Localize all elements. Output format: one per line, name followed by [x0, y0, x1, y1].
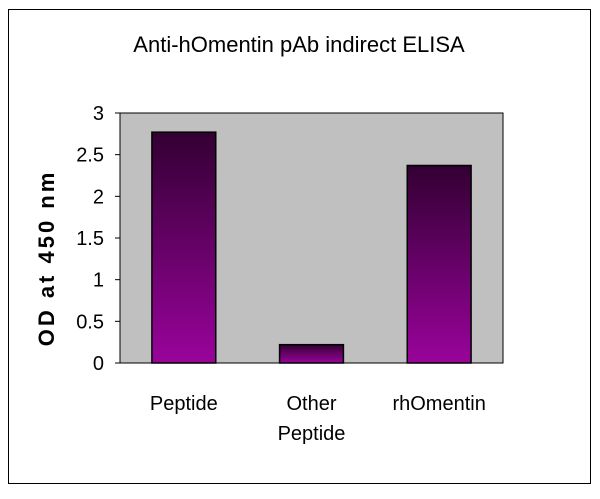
bar [151, 131, 217, 364]
y-tick-label: 2 [93, 186, 104, 208]
y-tick-label: 0.5 [76, 311, 104, 333]
y-tick-label: 2.5 [76, 145, 104, 167]
x-category-label: rhOmentin [392, 393, 485, 415]
x-axis-labels: Peptide Other Peptide rhOmentin [150, 393, 486, 445]
y-axis-ticks: 0 0.5 1 1.5 2 2.5 3 [76, 103, 120, 375]
bars-group [151, 131, 472, 364]
y-tick-label: 3 [93, 103, 104, 125]
y-axis-label: OD at 450 nm [34, 170, 59, 347]
y-tick-label: 1.5 [76, 228, 104, 250]
x-category-label: Other [286, 393, 336, 415]
y-tick-label: 1 [93, 270, 104, 292]
bar [406, 164, 472, 364]
y-tick-label: 0 [93, 353, 104, 375]
bar [278, 343, 345, 364]
x-category-label: Peptide [150, 393, 218, 415]
chart-title: Anti-hOmentin pAb indirect ELISA [133, 32, 465, 57]
x-category-label: Peptide [278, 423, 346, 445]
